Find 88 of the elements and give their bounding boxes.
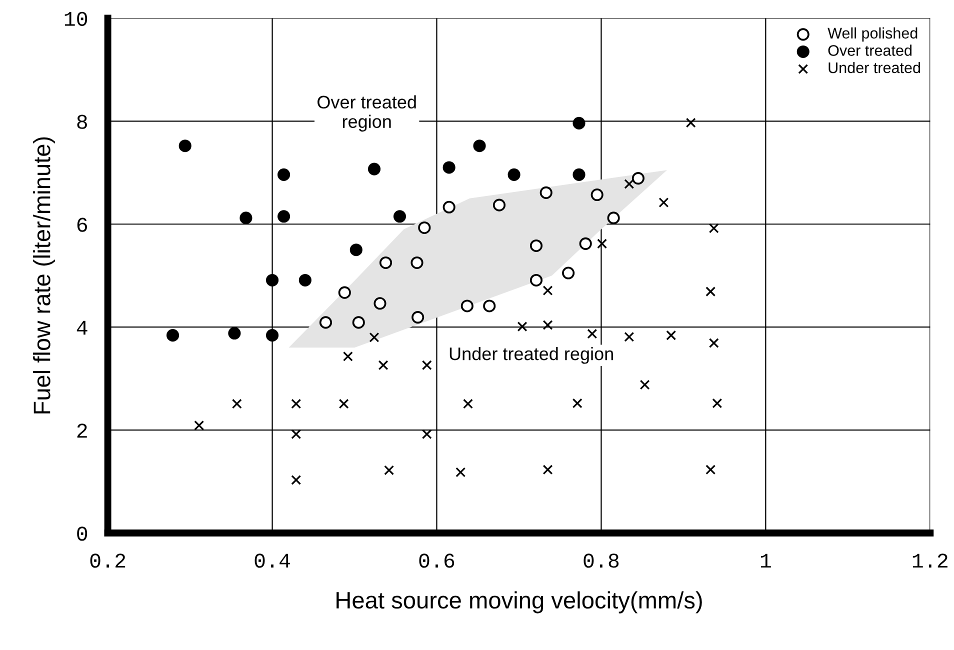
point — [542, 464, 553, 475]
point — [640, 380, 650, 390]
point — [418, 221, 431, 234]
point — [508, 168, 520, 181]
point — [460, 300, 474, 312]
point — [178, 140, 192, 152]
y-tick-label: 4 — [76, 320, 88, 335]
point — [338, 398, 349, 409]
point — [530, 274, 543, 287]
point — [590, 188, 604, 202]
point — [240, 212, 252, 224]
point — [442, 161, 456, 174]
point — [319, 316, 332, 329]
point — [350, 244, 362, 256]
point — [492, 198, 506, 212]
point — [291, 398, 302, 409]
legend-label: Over treated — [828, 44, 912, 56]
point — [278, 210, 290, 223]
point — [291, 474, 302, 485]
point — [374, 297, 386, 310]
point — [298, 274, 312, 287]
point — [278, 168, 290, 181]
x-tick-label: 1 — [760, 554, 771, 568]
point — [624, 178, 634, 189]
point — [587, 328, 598, 339]
y-tick-label: 10 — [64, 12, 88, 26]
point — [393, 210, 406, 223]
point — [706, 464, 716, 475]
point — [232, 398, 242, 409]
point — [422, 429, 432, 440]
point — [194, 420, 204, 430]
point — [607, 212, 620, 224]
point — [442, 200, 456, 214]
point — [338, 286, 351, 299]
point — [579, 237, 592, 250]
point — [632, 172, 644, 185]
point — [378, 360, 388, 370]
x-tick-label: 1.2 — [912, 554, 948, 568]
x-tick-label: 0.4 — [254, 554, 290, 568]
x-tick-label: 0.6 — [419, 554, 454, 568]
point — [422, 360, 432, 370]
point — [572, 168, 586, 181]
x-tick-label: 0.8 — [584, 554, 619, 568]
annotation: Under treated region — [450, 346, 613, 364]
point — [706, 286, 716, 297]
point — [166, 329, 180, 342]
point — [384, 465, 394, 476]
y-axis-title: Fuel flow rate (liter/minute) — [33, 137, 56, 414]
y-tick-label: 2 — [77, 424, 87, 438]
point — [291, 429, 302, 440]
point — [379, 256, 392, 270]
point — [562, 266, 575, 280]
point — [686, 118, 696, 128]
point — [410, 256, 424, 270]
point — [572, 398, 582, 408]
point — [517, 322, 528, 332]
point — [462, 398, 473, 409]
point — [712, 398, 722, 408]
annotation: Over treated region — [318, 95, 416, 132]
point — [624, 332, 634, 342]
point — [352, 316, 365, 329]
point — [572, 116, 586, 130]
point — [658, 197, 669, 208]
point — [708, 338, 719, 348]
point — [368, 162, 381, 176]
point — [530, 239, 543, 252]
x-axis-title: Heat source moving velocity(mm/s) — [336, 591, 702, 614]
point — [540, 186, 552, 199]
point — [266, 329, 279, 342]
point — [542, 320, 553, 330]
point — [342, 351, 353, 362]
point — [412, 311, 424, 324]
point — [666, 330, 676, 340]
point — [369, 332, 380, 342]
y-tick-label: 8 — [77, 114, 87, 129]
y-tick-label: 0 — [77, 526, 88, 541]
point — [473, 140, 486, 152]
x-tick-label: 0.2 — [90, 554, 126, 568]
point — [542, 286, 553, 296]
legend-label: Under treated — [828, 62, 920, 74]
point — [597, 238, 608, 249]
point — [708, 223, 719, 234]
point — [483, 300, 496, 312]
y-tick-label: 6 — [77, 218, 88, 232]
legend-label: Well polished — [828, 27, 918, 42]
point — [456, 467, 466, 478]
point — [266, 274, 279, 287]
point — [228, 326, 241, 340]
